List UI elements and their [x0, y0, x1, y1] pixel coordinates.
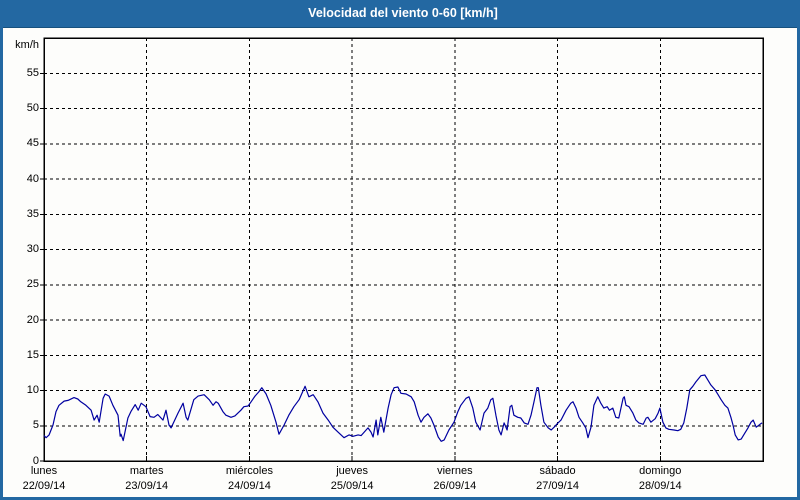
- x-axis-date-label: 25/09/14: [330, 480, 374, 492]
- x-axis-day-label: jueves: [336, 465, 369, 477]
- x-axis-day-label: sábado: [539, 465, 576, 477]
- x-axis-date-label: 22/09/14: [22, 480, 66, 492]
- x-axis-day-label: viernes: [437, 465, 473, 477]
- y-axis-label: 15: [26, 348, 39, 361]
- y-axis-label: 10: [26, 384, 39, 396]
- y-axis-label: 50: [26, 102, 39, 114]
- chart-title: Velocidad del viento 0-60 [km/h]: [308, 6, 498, 20]
- y-axis-label: 25: [26, 278, 39, 291]
- y-axis-label: 55: [26, 66, 39, 79]
- x-axis-day-label: domingo: [639, 465, 682, 477]
- y-axis-label: 40: [26, 172, 39, 185]
- y-axis-label: 20: [26, 313, 39, 326]
- y-axis-label: 35: [26, 207, 39, 220]
- y-axis-unit-label: km/h: [15, 39, 39, 51]
- wind-speed-chart: [40, 37, 764, 462]
- y-axis-label: 45: [26, 137, 39, 150]
- x-axis-day-label: miércoles: [225, 465, 273, 477]
- x-axis-day-label: lunes: [30, 465, 58, 477]
- y-axis-label: 0: [32, 454, 39, 467]
- x-axis-date-label: 26/09/14: [433, 480, 477, 492]
- x-axis-date-label: 24/09/14: [228, 480, 271, 492]
- chart-title-bar: Velocidad del viento 0-60 [km/h]: [3, 0, 797, 28]
- x-axis-date-label: 23/09/14: [125, 480, 169, 492]
- y-axis-label: 30: [26, 243, 39, 255]
- plot-border: [43, 37, 764, 462]
- series-velocidad-del-viento: [43, 374, 763, 442]
- x-axis-date-label: 27/09/14: [536, 480, 579, 492]
- x-axis-date-label: 28/09/14: [638, 480, 682, 492]
- x-axis-day-label: martes: [129, 465, 164, 477]
- y-axis-label: 5: [32, 419, 39, 432]
